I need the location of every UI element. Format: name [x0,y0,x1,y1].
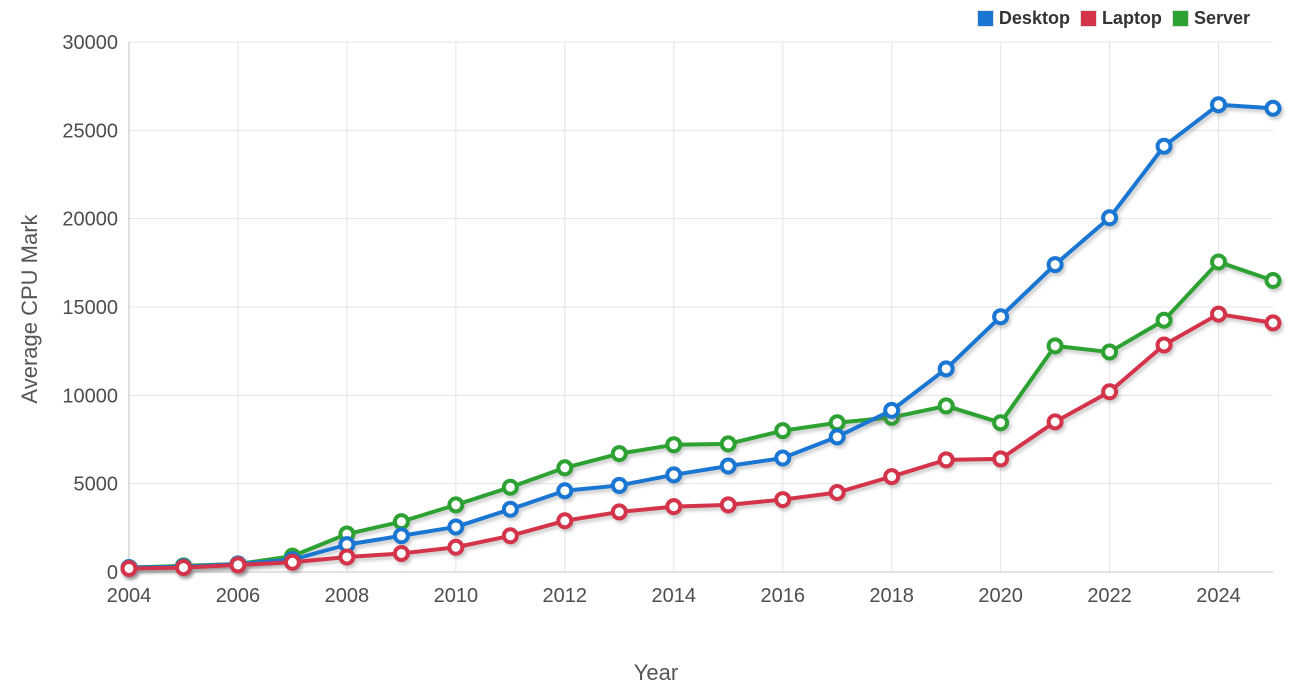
legend-label-laptop: Laptop [1101,8,1162,28]
series-laptop [120,305,1282,577]
legend-swatch-server [1171,10,1189,27]
data-point-laptop-2020[interactable] [992,450,1010,468]
series-line-laptop [127,312,1275,571]
x-tick-label-2024: 2024 [1196,585,1241,607]
data-point-desktop-2011[interactable] [501,500,519,518]
data-point-server-2009[interactable] [392,513,410,531]
data-point-server-2019[interactable] [937,397,955,415]
data-point-laptop-2021[interactable] [1046,413,1064,431]
data-point-laptop-2014[interactable] [665,498,683,516]
data-point-server-2012[interactable] [556,459,574,477]
data-point-server-2017[interactable] [828,414,846,432]
data-point-server-2022[interactable] [1101,343,1119,361]
x-tick-label-2010: 2010 [434,585,479,607]
data-point-laptop-2025[interactable] [1264,314,1282,332]
data-point-desktop-2015[interactable] [719,457,737,475]
data-point-laptop-2012[interactable] [556,512,574,530]
data-point-server-2020[interactable] [992,414,1010,432]
legend-swatch-laptop [1079,10,1097,27]
x-tick-label-2012: 2012 [543,585,588,607]
data-point-laptop-2013[interactable] [610,503,628,521]
legend-item-laptop[interactable]: Laptop [1079,8,1162,29]
y-tick-label-20000: 20000 [62,209,118,231]
data-point-laptop-2017[interactable] [828,484,846,501]
data-point-server-2016[interactable] [774,422,792,440]
data-point-desktop-2013[interactable] [610,476,628,494]
x-tick-label-2006: 2006 [216,585,261,607]
data-point-laptop-2011[interactable] [501,527,519,545]
x-tick-label-2014: 2014 [652,585,697,607]
data-point-server-2025[interactable] [1264,272,1282,289]
data-point-server-2011[interactable] [501,478,519,496]
series-line-server [127,259,1275,570]
legend-label-desktop: Desktop [998,8,1070,28]
data-point-desktop-2020[interactable] [992,308,1010,326]
y-axis-title: Average CPU Mark [17,214,42,404]
data-point-laptop-2007[interactable] [283,553,301,571]
data-point-laptop-2018[interactable] [883,468,901,486]
x-tick-label-2020: 2020 [978,585,1023,607]
data-point-desktop-2025[interactable] [1264,99,1282,117]
data-point-laptop-2015[interactable] [719,496,737,514]
x-tick-label-2022: 2022 [1087,585,1132,607]
series-server [120,253,1282,577]
data-point-desktop-2009[interactable] [392,527,410,545]
legend-label-server: Server [1193,8,1250,28]
data-point-laptop-2016[interactable] [774,491,792,509]
y-tick-label-25000: 25000 [62,120,118,142]
data-point-desktop-2021[interactable] [1046,256,1064,274]
data-point-desktop-2024[interactable] [1210,96,1228,114]
data-point-server-2024[interactable] [1210,253,1228,271]
y-tick-label-15000: 15000 [62,297,118,319]
data-point-laptop-2019[interactable] [937,451,955,469]
data-point-server-2015[interactable] [719,435,737,453]
data-point-desktop-2012[interactable] [556,482,574,500]
data-point-desktop-2017[interactable] [828,428,846,446]
x-tick-label-2008: 2008 [325,585,370,607]
data-point-laptop-2022[interactable] [1101,383,1119,401]
x-tick-label-2004: 2004 [107,585,152,607]
data-point-laptop-2024[interactable] [1210,305,1228,323]
x-tick-label-2016: 2016 [760,585,805,607]
data-point-desktop-2016[interactable] [774,449,792,467]
data-point-desktop-2023[interactable] [1155,137,1173,155]
data-point-desktop-2019[interactable] [937,360,955,378]
data-point-desktop-2010[interactable] [447,518,465,536]
tick-labels: 0 5000 10000 15000 20000 25000 30000 2004 2006 20… [62,32,1240,607]
data-point-desktop-2014[interactable] [665,466,683,484]
y-tick-label-30000: 30000 [62,32,118,54]
data-point-server-2023[interactable] [1155,311,1173,329]
data-point-laptop-2010[interactable] [447,538,465,556]
data-point-laptop-2005[interactable] [174,559,192,577]
data-point-desktop-2022[interactable] [1101,209,1119,227]
series-desktop [120,96,1282,577]
data-point-laptop-2023[interactable] [1155,336,1173,354]
data-point-laptop-2006[interactable] [229,556,247,574]
gridlines [129,41,1273,572]
data-point-desktop-2018[interactable] [883,401,901,419]
legend-item-server[interactable]: Server [1171,8,1250,29]
x-axis-title: Year [633,660,679,685]
legend-swatch-desktop [976,10,994,27]
chart-legend: Desktop Laptop Server [976,8,1250,29]
data-point-laptop-2009[interactable] [392,544,410,562]
y-tick-label-0: 0 [107,562,118,584]
data-point-server-2014[interactable] [665,436,683,454]
x-tick-label-2018: 2018 [869,585,914,607]
data-point-laptop-2008[interactable] [338,548,356,566]
data-point-server-2021[interactable] [1046,337,1064,355]
legend-item-desktop[interactable]: Desktop [976,8,1070,29]
data-point-server-2013[interactable] [610,445,628,463]
y-tick-label-5000: 5000 [74,474,119,496]
data-point-laptop-2004[interactable] [120,559,138,577]
data-point-server-2010[interactable] [447,496,465,514]
series-line-desktop [127,102,1275,570]
y-tick-label-10000: 10000 [62,385,118,407]
